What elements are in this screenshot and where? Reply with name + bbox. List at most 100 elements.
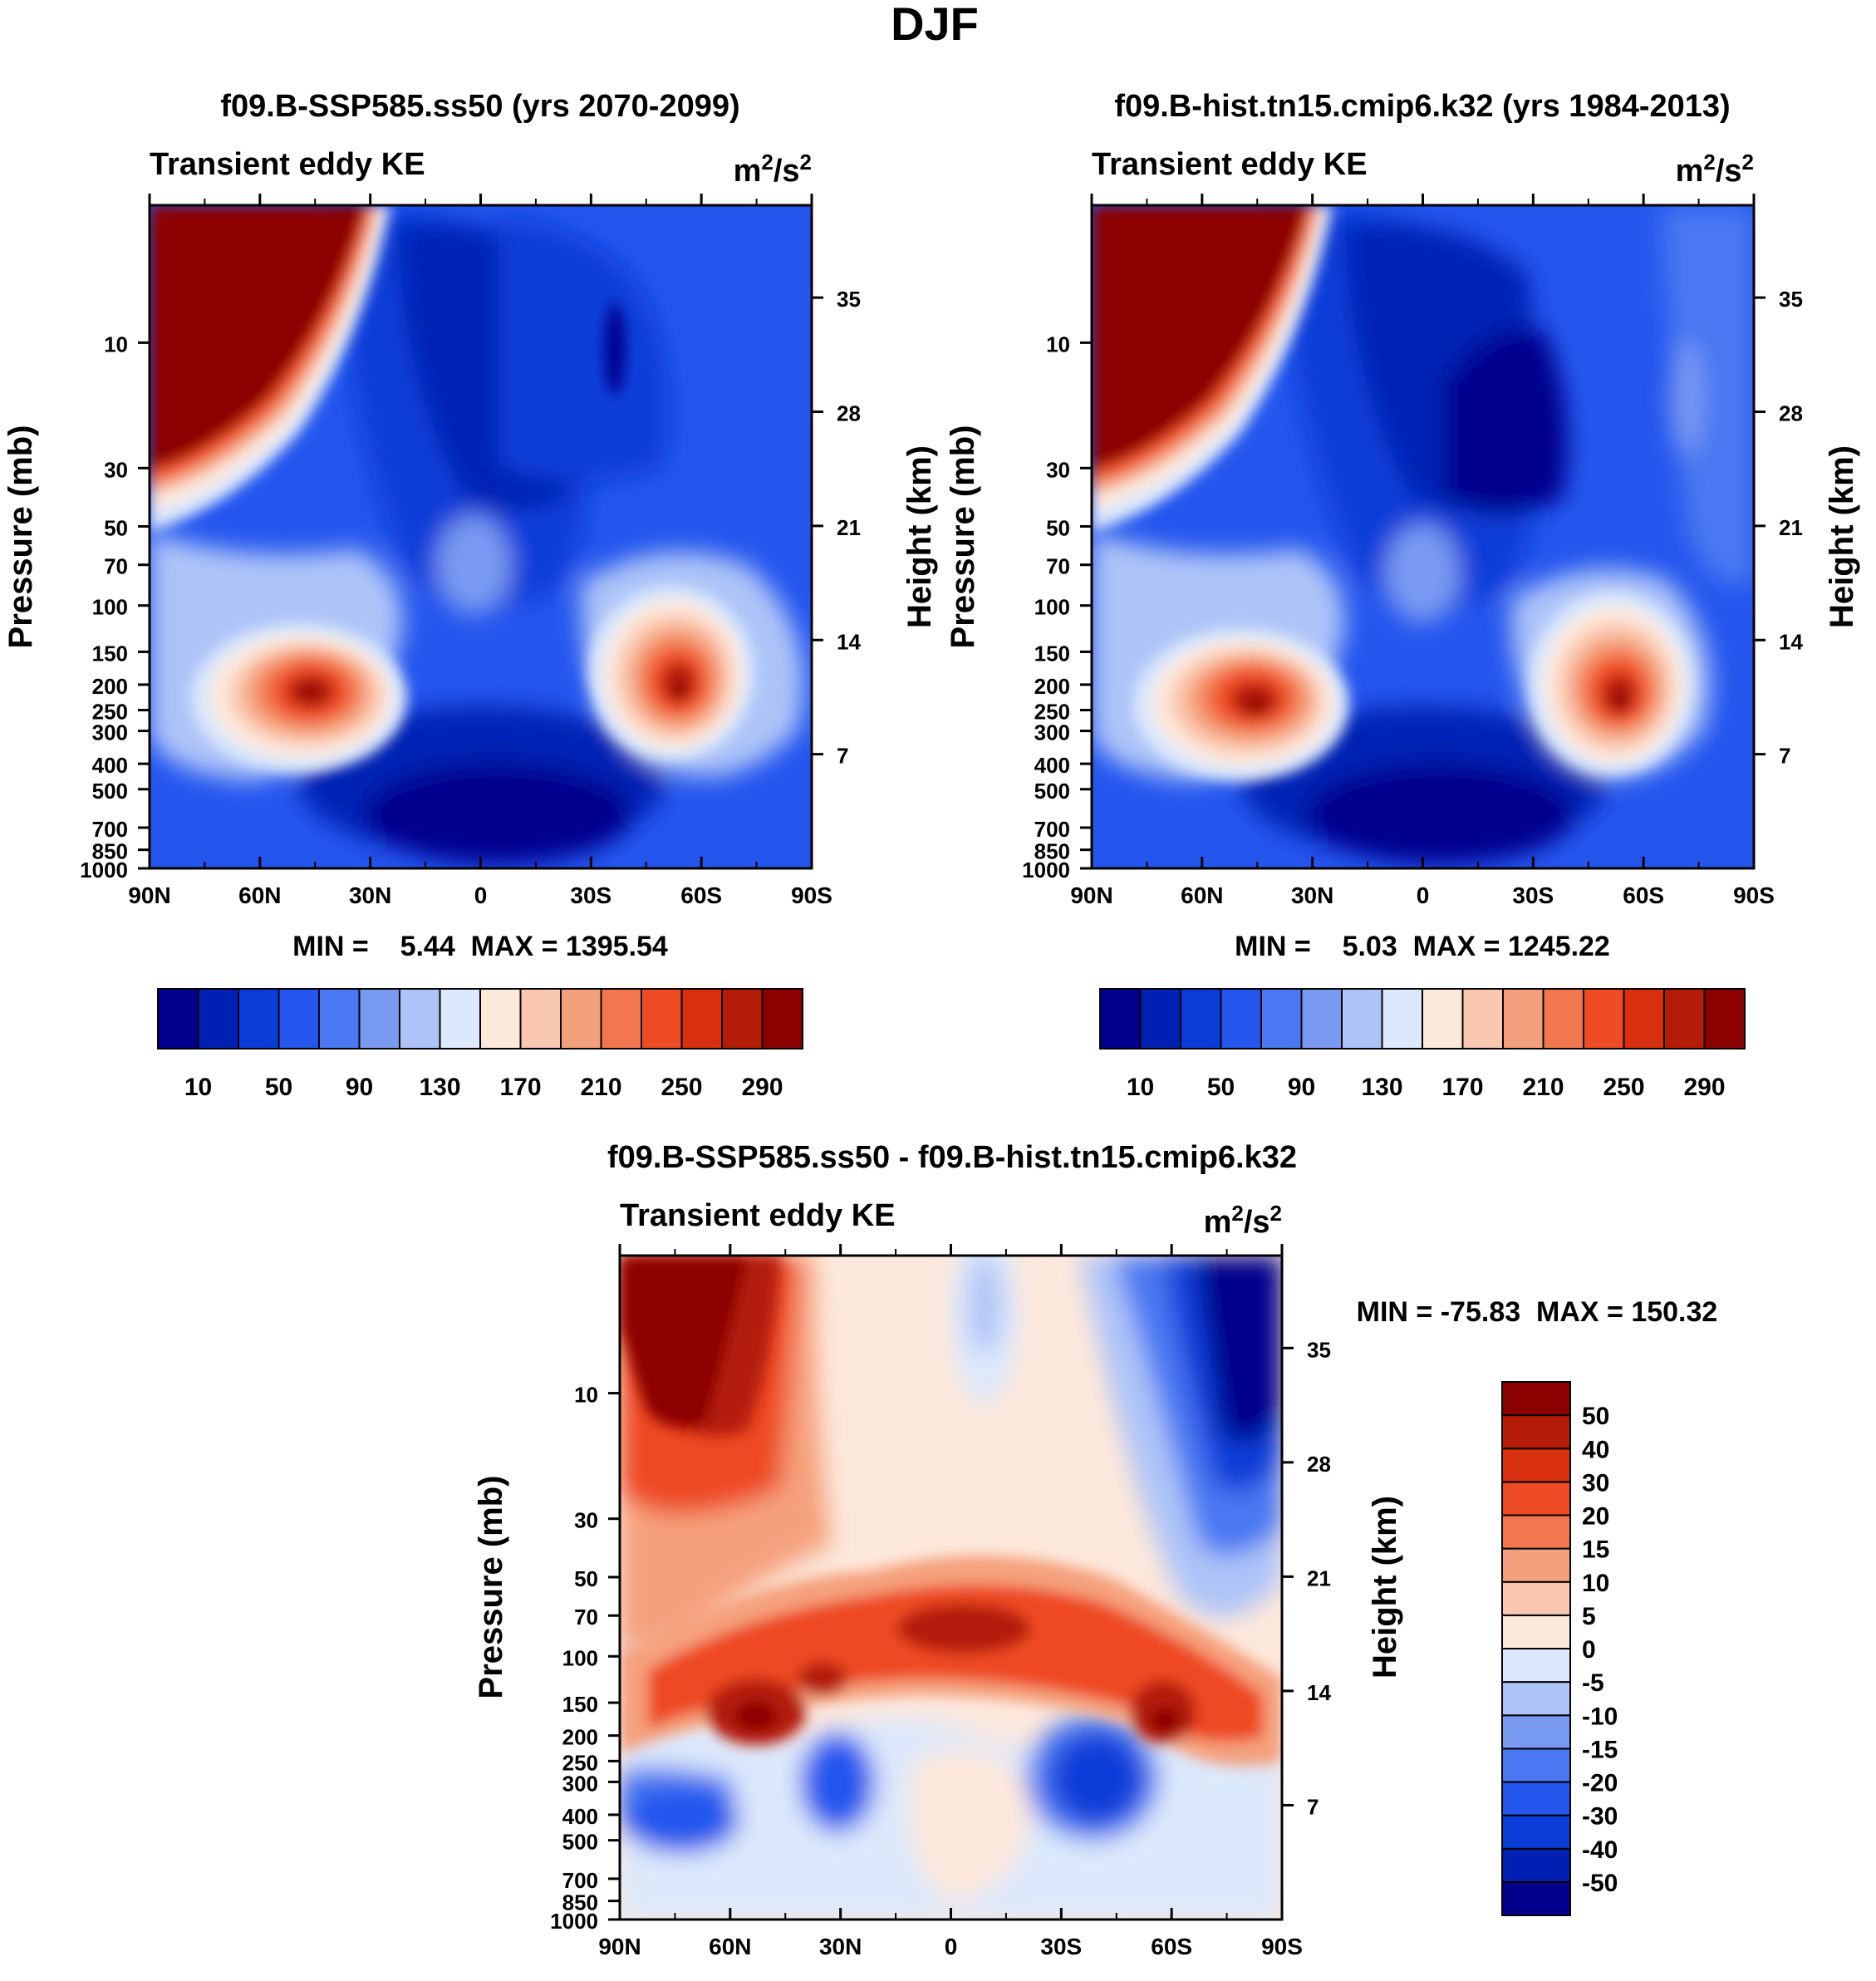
y-tick-label: 500 [1034, 779, 1070, 804]
y-tick-label: 150 [92, 641, 128, 666]
y-tick-label: 30 [574, 1508, 598, 1533]
x-tick-label: 0 [474, 882, 488, 908]
colorbar-label: 90 [1288, 1074, 1315, 1101]
colorbar-box [197, 988, 239, 1049]
units-label: m2/s2 [1204, 1201, 1282, 1240]
colorbar-label: 210 [1522, 1074, 1564, 1101]
colorbar-box [641, 988, 683, 1049]
y-axis-label-right: Height (km) [1367, 1496, 1403, 1679]
x-tick-label: 90S [1733, 882, 1775, 908]
colorbar-label: 170 [499, 1074, 541, 1101]
colorbar-box [1139, 988, 1181, 1049]
colorbar-box [1501, 1880, 1571, 1916]
y-tick-label: 100 [92, 595, 128, 620]
y-tick-label: 1000 [80, 858, 128, 882]
panel-title: f09.B-hist.tn15.cmip6.k32 (yrs 1984-2013… [1114, 89, 1730, 124]
x-tick-label: 90S [791, 882, 832, 908]
x-tick-label: 0 [1417, 882, 1430, 908]
y-tick-label: 150 [562, 1692, 598, 1717]
y-tick-label: 250 [562, 1750, 598, 1775]
y-tick-label: 30 [1046, 457, 1070, 482]
y-tick-label: 700 [562, 1868, 598, 1893]
x-tick-label: 90N [128, 882, 170, 908]
colorbar-label: 130 [419, 1074, 460, 1101]
colorbar-label: 15 [1582, 1536, 1609, 1564]
contour-field [150, 205, 812, 868]
x-tick-label: 60N [1181, 882, 1223, 908]
colorbar-label: 90 [346, 1074, 373, 1101]
y-tick-label-right: 14 [1307, 1680, 1331, 1705]
y-axis-label-right: Height (km) [901, 445, 938, 628]
y-tick-label: 100 [1034, 595, 1070, 620]
colorbar-box [1501, 1847, 1571, 1883]
y-tick-label: 200 [562, 1725, 598, 1750]
y-tick-label: 50 [574, 1566, 598, 1591]
x-tick-label: 90N [1070, 882, 1112, 908]
y-tick-label-right: 28 [837, 401, 861, 426]
x-tick-label: 60N [709, 1934, 751, 1959]
colorbar-label: 0 [1582, 1636, 1596, 1664]
colorbar-box [1703, 988, 1746, 1049]
y-tick-label: 70 [104, 554, 128, 579]
variable-label: Transient eddy KE [1092, 147, 1368, 182]
y-tick-label: 70 [1046, 554, 1070, 579]
x-tick-label: 30S [570, 882, 611, 908]
x-ticks: 90N 60N 30N 0 30S 60S 90S [128, 194, 832, 908]
y-tick-label-right: 14 [1779, 629, 1803, 654]
x-tick-label: 30N [349, 882, 391, 908]
colorbar-box [1663, 988, 1706, 1049]
colorbar-box [1501, 1714, 1571, 1750]
y-tick-label: 500 [562, 1830, 598, 1855]
y-tick-label-right: 35 [1307, 1337, 1331, 1362]
variable-label: Transient eddy KE [150, 147, 425, 182]
colorbar-box [1180, 988, 1222, 1049]
colorbar-label: -50 [1582, 1870, 1618, 1897]
colorbar-box [761, 988, 803, 1049]
panel-difference: f09.B-SSP585.ss50 - f09.B-hist.tn15.cmip… [473, 1140, 1717, 1959]
y-tick-label: 400 [92, 753, 128, 778]
colorbar-label: 10 [1582, 1570, 1609, 1597]
y-tick-label: 100 [562, 1645, 598, 1670]
y-tick-label: 1000 [550, 1909, 598, 1934]
colorbar-box [1501, 1681, 1571, 1717]
x-ticks: 90N 60N 30N 0 30S 60S 90S [598, 1244, 1303, 1959]
y-tick-label-right: 7 [1307, 1794, 1319, 1819]
colorbar-box [439, 988, 481, 1049]
colorbar-label: 40 [1582, 1436, 1609, 1463]
colorbar: 10 50 90 130 170 210 250 290 [157, 988, 803, 1101]
y-ticks-right: 35 28 21 14 7 [1754, 287, 1803, 769]
colorbar-box [1501, 1547, 1571, 1583]
contour-field [1092, 205, 1754, 868]
colorbar-label: -40 [1582, 1836, 1618, 1864]
colorbar-box [721, 988, 764, 1049]
colorbar-box [1220, 988, 1262, 1049]
y-tick-label: 400 [562, 1804, 598, 1829]
colorbar-label: 50 [265, 1074, 292, 1101]
y-ticks-right: 35 28 21 14 7 [812, 287, 861, 769]
y-tick-label: 850 [562, 1890, 598, 1915]
panel-title: f09.B-SSP585.ss50 (yrs 2070-2099) [220, 89, 739, 124]
colorbar-label: -10 [1582, 1703, 1618, 1730]
y-tick-label-right: 35 [1779, 287, 1803, 312]
colorbar-label: 250 [661, 1074, 702, 1101]
x-tick-label: 60N [238, 882, 281, 908]
y-tick-label: 250 [92, 700, 128, 725]
y-tick-label-right: 21 [1307, 1566, 1331, 1590]
colorbar-box [1260, 988, 1303, 1049]
y-tick-label: 500 [92, 779, 128, 804]
colorbar-label: 10 [184, 1074, 212, 1101]
colorbar-box [1381, 988, 1423, 1049]
y-tick-label: 300 [1034, 720, 1070, 745]
colorbar: 10 50 90 130 170 210 250 290 [1099, 988, 1746, 1101]
y-tick-label: 700 [92, 817, 128, 842]
colorbar-box [277, 988, 320, 1049]
colorbar-box [1501, 1448, 1571, 1483]
colorbar-box [1501, 1514, 1571, 1550]
y-tick-label: 200 [1034, 674, 1070, 699]
x-tick-label: 30S [1040, 1934, 1082, 1959]
y-tick-label-right: 21 [1779, 515, 1803, 540]
colorbar-box [1422, 988, 1464, 1049]
